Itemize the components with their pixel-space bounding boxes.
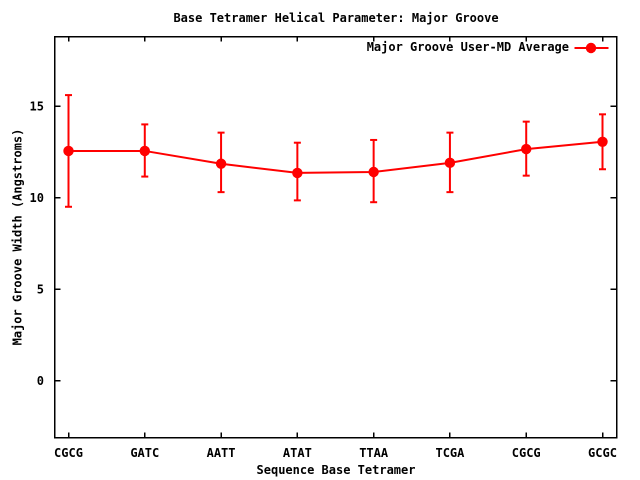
data-point-marker: [215, 158, 227, 169]
x-tick-label: AATT: [207, 446, 236, 460]
x-tick-label: TTAA: [359, 446, 389, 460]
x-axis-label: Sequence Base Tetramer: [256, 463, 416, 477]
y-tick-label: 0: [37, 374, 44, 388]
x-tick-label: CGCG: [512, 446, 541, 460]
x-tick-label: CGCG: [54, 446, 83, 460]
y-axis-label: Major Groove Width (Angstroms): [10, 128, 25, 346]
x-tick-label: GATC: [130, 446, 159, 460]
x-tick-label: TCGA: [435, 446, 465, 460]
y-tick-label: 10: [30, 191, 44, 205]
x-tick-label: GCGC: [588, 446, 617, 460]
plot-border: [53, 35, 618, 439]
x-tick-label: ATAT: [283, 446, 312, 460]
chart-title: Base Tetramer Helical Parameter: Major G…: [173, 11, 499, 25]
y-tick-label: 5: [37, 283, 44, 297]
legend-sample-marker: [585, 42, 597, 54]
data-point-marker: [292, 167, 303, 179]
data-point-marker: [521, 143, 532, 155]
series-line: [68, 140, 603, 174]
legend-series-label: Major Groove User-MD Average: [366, 40, 569, 54]
data-point-marker: [597, 136, 608, 147]
y-tick-label: 15: [30, 100, 44, 114]
data-point-marker: [444, 157, 456, 169]
data-point-marker: [63, 145, 74, 157]
data-point-marker: [368, 166, 379, 178]
data-point-marker: [139, 145, 150, 157]
